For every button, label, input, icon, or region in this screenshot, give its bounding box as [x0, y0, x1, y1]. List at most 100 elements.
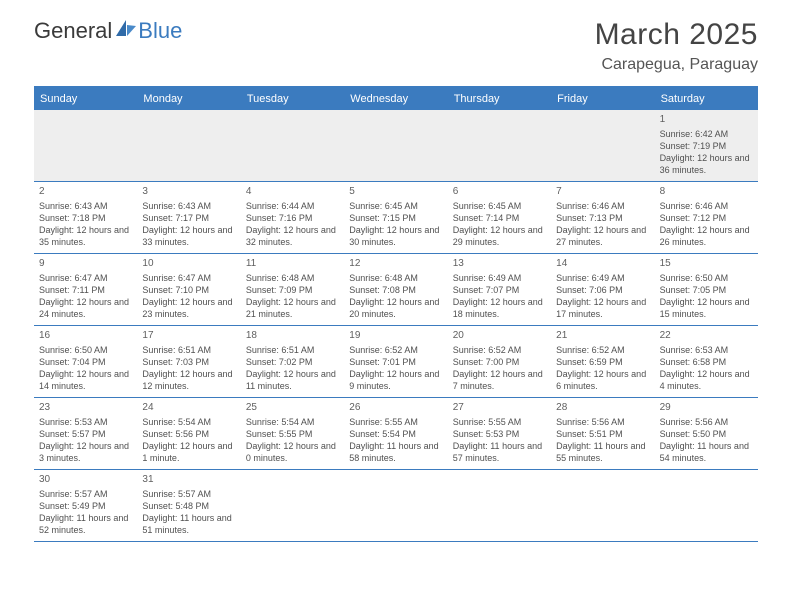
weekday-label: Saturday	[655, 88, 758, 110]
page-title: March 2025	[595, 18, 758, 52]
weekday-label: Tuesday	[241, 88, 344, 110]
sunset-text: Sunset: 7:00 PM	[453, 356, 546, 368]
sunset-text: Sunset: 5:56 PM	[142, 428, 235, 440]
day-cell: 22Sunrise: 6:53 AMSunset: 6:58 PMDayligh…	[655, 326, 758, 397]
logo: General Blue	[34, 18, 182, 44]
sunrise-text: Sunrise: 6:43 AM	[39, 200, 132, 212]
sunrise-text: Sunrise: 5:55 AM	[453, 416, 546, 428]
weekday-label: Sunday	[34, 88, 137, 110]
day-number: 23	[39, 401, 132, 415]
day-number: 15	[660, 257, 753, 271]
sunrise-text: Sunrise: 6:45 AM	[349, 200, 442, 212]
day-number: 17	[142, 329, 235, 343]
day-number: 10	[142, 257, 235, 271]
sunset-text: Sunset: 7:10 PM	[142, 284, 235, 296]
day-cell: 6Sunrise: 6:45 AMSunset: 7:14 PMDaylight…	[448, 182, 551, 253]
day-cell	[551, 470, 654, 541]
calendar-grid: 1Sunrise: 6:42 AMSunset: 7:19 PMDaylight…	[34, 110, 758, 542]
sunset-text: Sunset: 5:51 PM	[556, 428, 649, 440]
sunset-text: Sunset: 5:49 PM	[39, 500, 132, 512]
sunset-text: Sunset: 7:08 PM	[349, 284, 442, 296]
sunrise-text: Sunrise: 6:49 AM	[453, 272, 546, 284]
sunrise-text: Sunrise: 5:56 AM	[556, 416, 649, 428]
day-number: 21	[556, 329, 649, 343]
day-cell	[344, 470, 447, 541]
day-number: 19	[349, 329, 442, 343]
day-cell	[241, 470, 344, 541]
day-number: 9	[39, 257, 132, 271]
day-number: 5	[349, 185, 442, 199]
sunset-text: Sunset: 7:15 PM	[349, 212, 442, 224]
sunset-text: Sunset: 7:11 PM	[39, 284, 132, 296]
day-number: 4	[246, 185, 339, 199]
day-number: 1	[660, 113, 753, 127]
day-number: 16	[39, 329, 132, 343]
daylight-text: Daylight: 12 hours and 20 minutes.	[349, 296, 442, 320]
sunset-text: Sunset: 7:07 PM	[453, 284, 546, 296]
sunrise-text: Sunrise: 6:46 AM	[660, 200, 753, 212]
daylight-text: Daylight: 12 hours and 0 minutes.	[246, 440, 339, 464]
day-number: 25	[246, 401, 339, 415]
sunrise-text: Sunrise: 6:52 AM	[556, 344, 649, 356]
day-cell: 5Sunrise: 6:45 AMSunset: 7:15 PMDaylight…	[344, 182, 447, 253]
day-cell: 1Sunrise: 6:42 AMSunset: 7:19 PMDaylight…	[655, 110, 758, 181]
weekday-label: Friday	[551, 88, 654, 110]
sunset-text: Sunset: 5:57 PM	[39, 428, 132, 440]
day-cell: 14Sunrise: 6:49 AMSunset: 7:06 PMDayligh…	[551, 254, 654, 325]
daylight-text: Daylight: 12 hours and 21 minutes.	[246, 296, 339, 320]
sunrise-text: Sunrise: 6:52 AM	[453, 344, 546, 356]
sunset-text: Sunset: 7:16 PM	[246, 212, 339, 224]
daylight-text: Daylight: 12 hours and 1 minute.	[142, 440, 235, 464]
daylight-text: Daylight: 12 hours and 14 minutes.	[39, 368, 132, 392]
day-cell	[34, 110, 137, 181]
daylight-text: Daylight: 12 hours and 30 minutes.	[349, 224, 442, 248]
day-cell: 16Sunrise: 6:50 AMSunset: 7:04 PMDayligh…	[34, 326, 137, 397]
logo-text-general: General	[34, 18, 112, 44]
week-row: 23Sunrise: 5:53 AMSunset: 5:57 PM Dayligh…	[34, 398, 758, 470]
day-cell: 20Sunrise: 6:52 AMSunset: 7:00 PMDayligh…	[448, 326, 551, 397]
sunrise-text: Sunrise: 6:45 AM	[453, 200, 546, 212]
day-cell	[551, 110, 654, 181]
weekday-label: Wednesday	[344, 88, 447, 110]
daylight-text: Daylight: 12 hours and 32 minutes.	[246, 224, 339, 248]
daylight-text: Daylight: 12 hours and 36 minutes.	[660, 152, 753, 176]
sunrise-text: Sunrise: 6:48 AM	[349, 272, 442, 284]
daylight-text: Daylight: 11 hours and 54 minutes.	[660, 440, 753, 464]
daylight-text: Daylight: 11 hours and 55 minutes.	[556, 440, 649, 464]
sunset-text: Sunset: 7:18 PM	[39, 212, 132, 224]
header: General Blue March 2025 Carapegua, Parag…	[0, 0, 792, 78]
day-cell: 18Sunrise: 6:51 AMSunset: 7:02 PMDayligh…	[241, 326, 344, 397]
sail-icon	[114, 18, 138, 44]
day-number: 11	[246, 257, 339, 271]
sunset-text: Sunset: 7:09 PM	[246, 284, 339, 296]
daylight-text: Daylight: 11 hours and 52 minutes.	[39, 512, 132, 536]
sunrise-text: Sunrise: 6:52 AM	[349, 344, 442, 356]
sunset-text: Sunset: 6:59 PM	[556, 356, 649, 368]
sunrise-text: Sunrise: 5:54 AM	[246, 416, 339, 428]
sunrise-text: Sunrise: 6:47 AM	[142, 272, 235, 284]
weekday-label: Thursday	[448, 88, 551, 110]
sunset-text: Sunset: 7:05 PM	[660, 284, 753, 296]
day-cell: 19Sunrise: 6:52 AMSunset: 7:01 PMDayligh…	[344, 326, 447, 397]
daylight-text: Daylight: 12 hours and 6 minutes.	[556, 368, 649, 392]
sunset-text: Sunset: 5:55 PM	[246, 428, 339, 440]
day-cell	[137, 110, 240, 181]
sunrise-text: Sunrise: 6:47 AM	[39, 272, 132, 284]
sunrise-text: Sunrise: 5:57 AM	[142, 488, 235, 500]
day-cell: 23Sunrise: 5:53 AMSunset: 5:57 PMDayligh…	[34, 398, 137, 469]
week-row: 30Sunrise: 5:57 AMSunset: 5:49 PMDayligh…	[34, 470, 758, 542]
week-row: 1Sunrise: 6:42 AMSunset: 7:19 PMDaylight…	[34, 110, 758, 182]
week-row: 9Sunrise: 6:47 AMSunset: 7:11 PMDaylight…	[34, 254, 758, 326]
day-number: 26	[349, 401, 442, 415]
day-number: 28	[556, 401, 649, 415]
day-cell: 29Sunrise: 5:56 AMSunset: 5:50 PMDayligh…	[655, 398, 758, 469]
day-number: 3	[142, 185, 235, 199]
weekday-label: Monday	[137, 88, 240, 110]
daylight-text: Daylight: 12 hours and 27 minutes.	[556, 224, 649, 248]
day-cell: 15Sunrise: 6:50 AMSunset: 7:05 PMDayligh…	[655, 254, 758, 325]
day-cell: 26Sunrise: 5:55 AMSunset: 5:54 PMDayligh…	[344, 398, 447, 469]
sunset-text: Sunset: 5:48 PM	[142, 500, 235, 512]
day-number: 2	[39, 185, 132, 199]
sunrise-text: Sunrise: 5:53 AM	[39, 416, 132, 428]
day-cell: 13Sunrise: 6:49 AMSunset: 7:07 PMDayligh…	[448, 254, 551, 325]
